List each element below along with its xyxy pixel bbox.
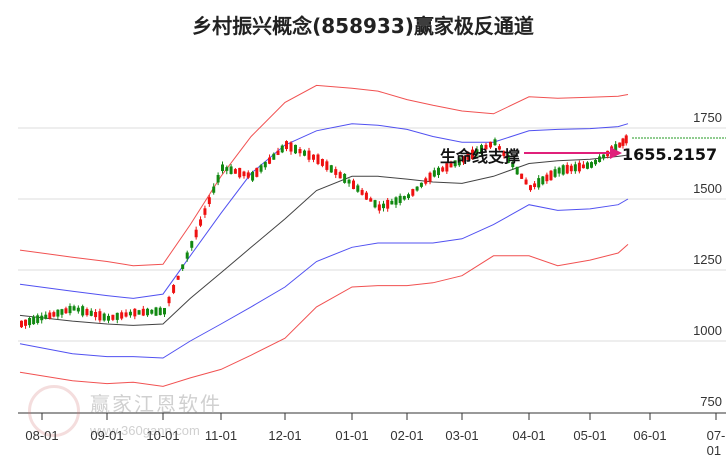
watermark-url: www.360gann.com [90, 423, 200, 438]
watermark-seal-icon [28, 385, 80, 437]
x-tick-label: 10-01 [146, 428, 180, 443]
chart-title: 乡村振兴概念(858933)赢家极反通道 [192, 14, 534, 38]
y-tick-label: 1250 [693, 252, 722, 267]
x-tick-label: 02-01 [390, 428, 424, 443]
x-tick-label: 05-01 [573, 428, 607, 443]
x-tick-label: 08-01 [25, 428, 59, 443]
y-tick-label: 1750 [693, 110, 722, 125]
y-tick-label: 750 [700, 394, 722, 409]
x-tick-label: 01-01 [335, 428, 369, 443]
x-tick-label: 06-01 [633, 428, 667, 443]
watermark-name: 赢家江恩软件 [90, 392, 222, 416]
y-tick-label: 1500 [693, 181, 722, 196]
support-value: 1655.2157 [622, 145, 718, 164]
x-tick-label: 11-01 [204, 428, 238, 443]
x-tick-label: 04-01 [512, 428, 546, 443]
x-tick-label: 03-01 [445, 428, 479, 443]
y-tick-label: 1000 [693, 323, 722, 338]
x-tick-label: 12-01 [268, 428, 302, 443]
x-tick-label: 07-01 [706, 428, 726, 458]
candlesticks [20, 134, 628, 329]
gridlines [18, 127, 726, 342]
support-label: 生命线支撑 [440, 147, 521, 166]
channel-bands [19, 84, 629, 387]
x-tick-label: 09-01 [90, 428, 124, 443]
support-arrow [524, 137, 726, 159]
